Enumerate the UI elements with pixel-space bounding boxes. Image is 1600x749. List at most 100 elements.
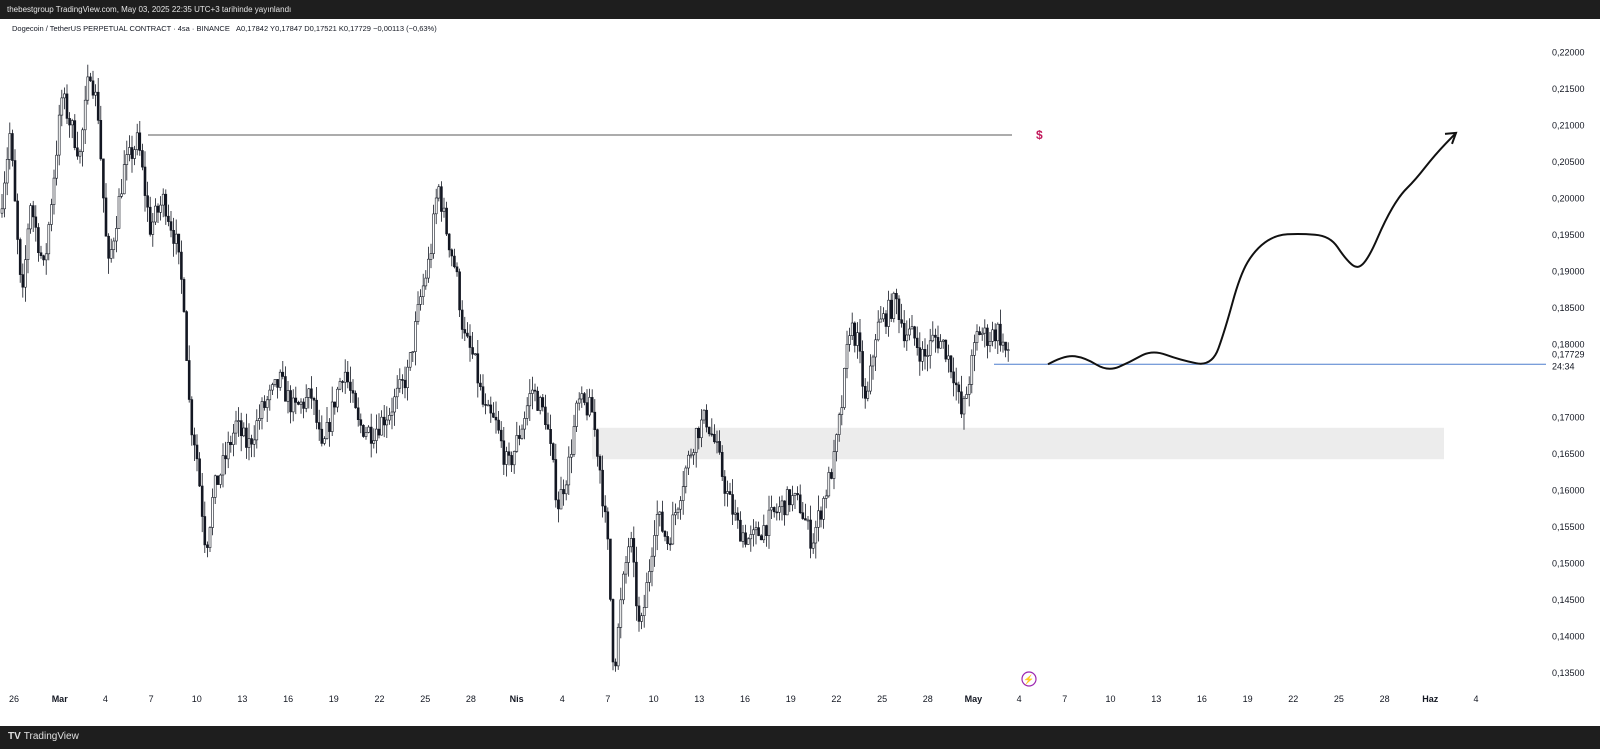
- lightning-icon[interactable]: [1021, 671, 1037, 687]
- candle-body: [702, 409, 706, 421]
- y-tick-label: 0,15500: [1552, 522, 1585, 532]
- candle-body: [141, 150, 144, 168]
- footer-bar: TV TradingView: [0, 726, 1600, 749]
- candle-body: [528, 393, 532, 407]
- candle-body: [897, 298, 901, 320]
- time-axis[interactable]: 26 Mar 4 7 10 13 16 19 22 25 28 Nis 4 7 10 13 16 19 22 25 28…: [9, 694, 1479, 704]
- candle-body: [559, 489, 563, 510]
- candle-body: [778, 506, 781, 513]
- candle-body: [156, 205, 160, 213]
- candle-body: [107, 235, 110, 259]
- y-tick-label: 0,15000: [1552, 559, 1585, 569]
- candle-body: [570, 454, 573, 458]
- candle-body: [148, 206, 152, 235]
- candle-body: [671, 514, 675, 545]
- lightning-marker[interactable]: ⚡: [1021, 671, 1037, 687]
- candle-body: [372, 440, 376, 444]
- candle-body: [640, 615, 643, 622]
- candle-body: [3, 182, 6, 210]
- candle-body: [135, 132, 139, 150]
- candle-body: [434, 197, 438, 215]
- candle-body: [468, 335, 472, 348]
- candle-body: [934, 334, 937, 338]
- candle-body: [260, 401, 264, 419]
- candle-body: [299, 401, 303, 405]
- projection-path[interactable]: [1047, 132, 1457, 370]
- candle-body: [788, 489, 792, 506]
- candle-body: [78, 151, 82, 157]
- candle-body: [31, 205, 35, 218]
- candle-body: [486, 404, 490, 407]
- x-tick-label: 19: [1243, 694, 1253, 704]
- y-tick-label: 0,14500: [1552, 595, 1585, 605]
- candle-body: [840, 407, 844, 415]
- candle-body: [681, 486, 685, 501]
- candle-body: [993, 329, 997, 342]
- candle-body: [697, 427, 701, 439]
- candle-body: [707, 426, 711, 435]
- candle-body: [304, 397, 308, 409]
- candle-body: [57, 114, 61, 156]
- candle-body: [18, 239, 22, 275]
- candle-body: [5, 159, 9, 184]
- candle-body: [759, 535, 763, 541]
- x-tick-label: 19: [329, 694, 339, 704]
- x-tick-label: 25: [877, 694, 887, 704]
- candle-body: [13, 160, 17, 202]
- candle-body: [294, 397, 298, 403]
- x-tick-label: May: [965, 694, 983, 704]
- candle-body: [562, 489, 565, 495]
- y-tick-label: 0,19000: [1552, 267, 1585, 277]
- candle-body: [489, 404, 493, 414]
- candle-body: [278, 371, 282, 388]
- candle-body: [83, 99, 87, 131]
- candle-body: [398, 379, 402, 389]
- candle-body: [502, 440, 506, 465]
- candle-body: [523, 418, 526, 430]
- candle-body: [29, 205, 32, 230]
- candle-body: [588, 397, 591, 416]
- candle-body: [775, 511, 779, 514]
- lightning-glyph: ⚡: [1023, 674, 1034, 686]
- candle-body: [944, 339, 948, 360]
- candle-body: [94, 91, 97, 96]
- candle-body: [479, 382, 482, 388]
- drawings-layer: $: [148, 128, 1546, 370]
- candle-body: [731, 494, 734, 515]
- price-chart[interactable]: $ Dogecoin / TetherUS PERPETUAL CONTRACT…: [0, 19, 1600, 726]
- candle-body: [939, 341, 942, 349]
- candle-body: [252, 439, 256, 445]
- candle-body: [388, 414, 391, 421]
- candle-body: [200, 485, 204, 517]
- candle-body: [96, 91, 100, 121]
- candle-body: [606, 511, 610, 540]
- candle-body: [650, 555, 654, 572]
- candle-body: [481, 386, 485, 405]
- candle-body: [224, 455, 227, 460]
- candle-body: [310, 388, 313, 399]
- candle-body: [746, 538, 750, 545]
- candle-body: [302, 401, 305, 409]
- candle-body: [68, 118, 71, 126]
- candle-body: [109, 249, 113, 259]
- candle-body: [507, 451, 511, 456]
- chart-panel[interactable]: $ Dogecoin / TetherUS PERPETUAL CONTRACT…: [0, 19, 1600, 726]
- demand-zone[interactable]: [592, 427, 1444, 460]
- candle-body: [255, 420, 259, 441]
- candle-body: [827, 472, 831, 497]
- candle-body: [796, 493, 799, 496]
- tradingview-brand[interactable]: TV TradingView: [8, 730, 79, 744]
- candle-body: [739, 519, 742, 542]
- candle-body: [154, 205, 157, 223]
- candle-body: [752, 529, 755, 535]
- candle-body: [921, 348, 924, 362]
- price-axis[interactable]: 0,22000 0,21500 0,21000 0,20500 0,20000 0,195…: [1552, 48, 1585, 679]
- y-tick-label: 0,18000: [1552, 340, 1585, 350]
- candle-body: [635, 561, 638, 607]
- candle-body: [203, 516, 207, 546]
- candle-body: [21, 274, 25, 288]
- candle-body: [871, 356, 875, 367]
- candle-body: [798, 494, 802, 513]
- candle-body: [908, 328, 911, 336]
- candle-body: [447, 233, 451, 251]
